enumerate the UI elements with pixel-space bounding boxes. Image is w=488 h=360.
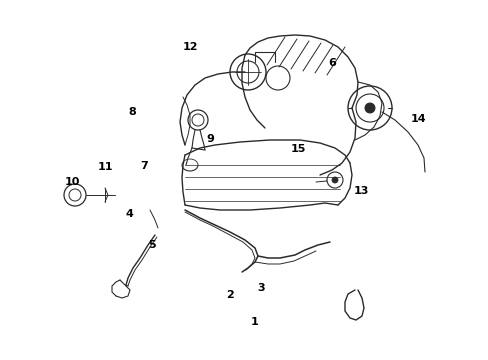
Text: 10: 10: [64, 177, 80, 187]
Text: 1: 1: [250, 317, 258, 327]
Circle shape: [364, 103, 374, 113]
Text: 3: 3: [257, 283, 265, 293]
Text: 13: 13: [353, 186, 369, 196]
Text: 11: 11: [97, 162, 113, 172]
Text: 6: 6: [328, 58, 336, 68]
Text: 4: 4: [125, 209, 133, 219]
Text: 7: 7: [140, 161, 148, 171]
Text: 2: 2: [225, 290, 233, 300]
Text: 12: 12: [183, 42, 198, 52]
Text: 9: 9: [206, 134, 214, 144]
Text: 8: 8: [128, 107, 136, 117]
Text: 5: 5: [147, 240, 155, 250]
Text: 15: 15: [290, 144, 305, 154]
Circle shape: [331, 177, 337, 183]
Text: 14: 14: [409, 114, 425, 124]
